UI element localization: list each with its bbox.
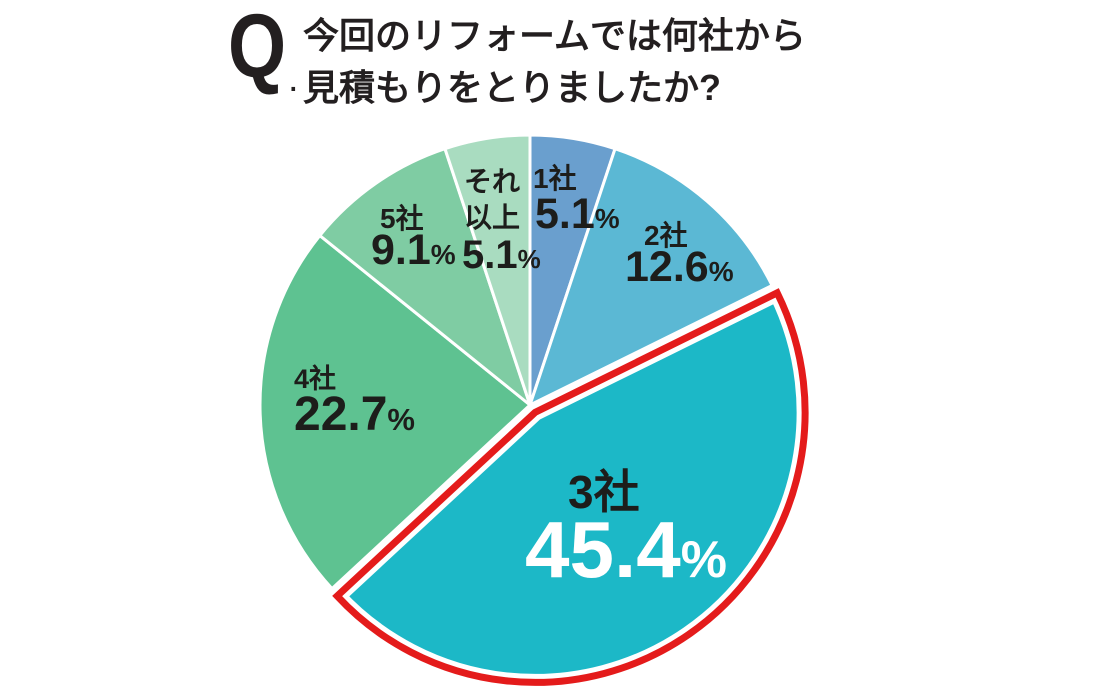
- svg-text:以上: 以上: [464, 202, 520, 233]
- svg-text:それ: それ: [464, 166, 520, 197]
